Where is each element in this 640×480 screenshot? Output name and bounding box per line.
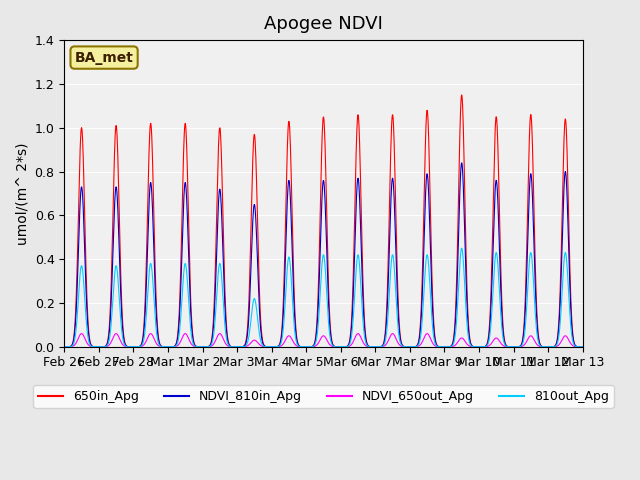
- NDVI_810in_Apg: [579, 344, 586, 349]
- NDVI_650out_Apg: [291, 342, 299, 348]
- NDVI_810in_Apg: [122, 342, 129, 348]
- 650in_Apg: [100, 344, 108, 349]
- 810out_Apg: [280, 315, 288, 321]
- 650in_Apg: [60, 344, 68, 349]
- NDVI_810in_Apg: [355, 188, 363, 194]
- NDVI_650out_Apg: [122, 344, 130, 349]
- 650in_Apg: [458, 92, 465, 98]
- NDVI_810in_Apg: [100, 344, 108, 349]
- NDVI_810in_Apg: [60, 344, 68, 349]
- NDVI_650out_Apg: [101, 344, 109, 349]
- NDVI_650out_Apg: [356, 332, 364, 338]
- NDVI_650out_Apg: [281, 339, 289, 345]
- Line: NDVI_650out_Apg: NDVI_650out_Apg: [64, 334, 582, 347]
- NDVI_810in_Apg: [280, 290, 288, 296]
- NDVI_810in_Apg: [291, 318, 299, 324]
- 810out_Apg: [100, 344, 108, 349]
- NDVI_650out_Apg: [579, 344, 586, 349]
- 810out_Apg: [122, 343, 129, 349]
- Line: NDVI_810in_Apg: NDVI_810in_Apg: [64, 163, 582, 347]
- NDVI_650out_Apg: [301, 344, 308, 349]
- NDVI_810in_Apg: [458, 160, 465, 166]
- 810out_Apg: [60, 344, 68, 349]
- Line: 810out_Apg: 810out_Apg: [64, 248, 582, 347]
- 810out_Apg: [300, 344, 308, 349]
- 650in_Apg: [579, 344, 586, 349]
- 650in_Apg: [291, 310, 299, 315]
- 810out_Apg: [291, 330, 299, 336]
- 650in_Apg: [355, 129, 363, 135]
- NDVI_810in_Apg: [300, 344, 308, 349]
- Title: Apogee NDVI: Apogee NDVI: [264, 15, 383, 33]
- 650in_Apg: [122, 341, 129, 347]
- 650in_Apg: [280, 272, 288, 277]
- NDVI_650out_Apg: [60, 344, 68, 349]
- 810out_Apg: [458, 245, 465, 251]
- Legend: 650in_Apg, NDVI_810in_Apg, NDVI_650out_Apg, 810out_Apg: 650in_Apg, NDVI_810in_Apg, NDVI_650out_A…: [33, 385, 614, 408]
- 650in_Apg: [300, 344, 308, 349]
- Text: BA_met: BA_met: [75, 50, 134, 65]
- NDVI_650out_Apg: [77, 331, 85, 336]
- 810out_Apg: [579, 344, 586, 349]
- 810out_Apg: [355, 259, 363, 264]
- Line: 650in_Apg: 650in_Apg: [64, 95, 582, 347]
- Y-axis label: umol/(m^ 2*s): umol/(m^ 2*s): [15, 142, 29, 245]
